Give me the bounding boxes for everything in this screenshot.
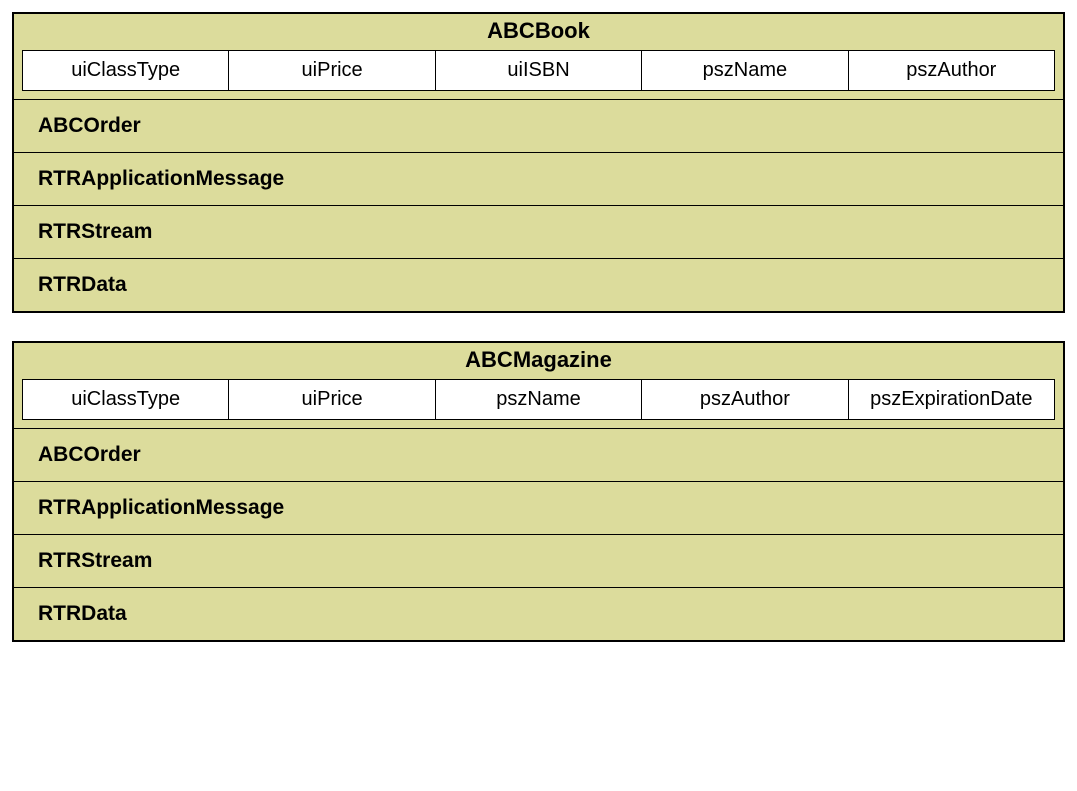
field-cell: uiISBN — [435, 50, 642, 91]
field-cell: uiPrice — [228, 379, 435, 420]
class-title: ABCMagazine — [14, 343, 1063, 379]
field-cell: pszName — [641, 50, 848, 91]
field-cell: pszAuthor — [848, 50, 1055, 91]
fields-row: uiClassType uiPrice pszName pszAuthor ps… — [14, 379, 1063, 428]
subclass-row: RTRStream — [14, 205, 1063, 258]
class-title: ABCBook — [14, 14, 1063, 50]
subclass-row: ABCOrder — [14, 428, 1063, 481]
class-block-abcbook: ABCBook uiClassType uiPrice uiISBN pszNa… — [12, 12, 1065, 313]
subclass-row: RTRApplicationMessage — [14, 481, 1063, 534]
field-cell: pszExpirationDate — [848, 379, 1055, 420]
field-cell: uiClassType — [22, 379, 229, 420]
subclass-row: RTRApplicationMessage — [14, 152, 1063, 205]
subclass-row: RTRStream — [14, 534, 1063, 587]
subclass-row: ABCOrder — [14, 99, 1063, 152]
field-cell: uiPrice — [228, 50, 435, 91]
subclass-row: RTRData — [14, 587, 1063, 640]
field-cell: uiClassType — [22, 50, 229, 91]
subclass-row: RTRData — [14, 258, 1063, 311]
field-cell: pszName — [435, 379, 642, 420]
class-block-abcmagazine: ABCMagazine uiClassType uiPrice pszName … — [12, 341, 1065, 642]
field-cell: pszAuthor — [641, 379, 848, 420]
fields-row: uiClassType uiPrice uiISBN pszName pszAu… — [14, 50, 1063, 99]
